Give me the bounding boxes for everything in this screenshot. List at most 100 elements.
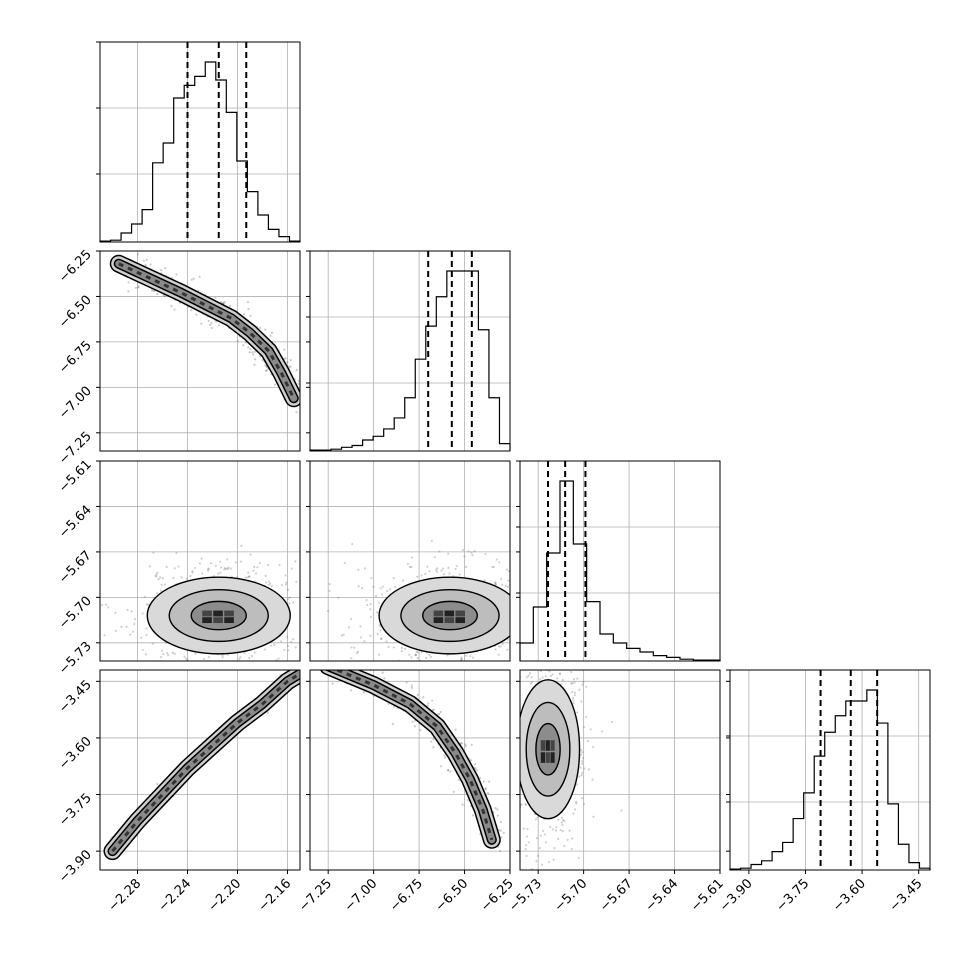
y-tick-label-3: −3.90 (56, 847, 95, 886)
panel-3-2-sample-point (572, 699, 575, 702)
panel-3-1-sample-point (354, 664, 356, 666)
panel-3-1-sample-point (512, 829, 514, 831)
panel-1-0-sample-point (223, 300, 226, 304)
panel-1-0-sample-point (210, 321, 213, 325)
panel-1-0-sample-point (297, 382, 300, 385)
panel-3-2-sample-point (529, 682, 533, 685)
panel-2-0-sample-point (191, 570, 194, 573)
panel-3-1-sample-point (464, 745, 467, 748)
panel-3-2-sample-point (558, 672, 562, 675)
panel-3-1-density-core (333, 670, 494, 841)
panel-2-1-sample-point (512, 615, 514, 617)
panel-3-2-sample-point (579, 766, 582, 769)
panel-2-1-sample-point (454, 567, 457, 570)
panel-2-0-sample-point (141, 648, 144, 652)
panel-3-2-sample-point (516, 819, 518, 821)
panel-2-0-sample-point (144, 653, 147, 656)
panel-3-2-sample-point (611, 720, 614, 723)
panel-3-2-sample-point (517, 777, 519, 779)
panel-2-1-sample-point (403, 647, 407, 650)
panel-2-0-sample-point (283, 648, 286, 651)
panel-2-1-sample-point (467, 550, 470, 553)
panel-2-0-sample-point (96, 599, 98, 601)
panel-2-1-sample-point (472, 656, 475, 659)
panel-2-0-sample-point (232, 667, 234, 669)
panel-3-1-sample-point (383, 677, 386, 680)
panel-2-0-sample-point (133, 622, 136, 626)
panel-2-0-sample-point (207, 568, 210, 571)
panel-3-1-sample-point (348, 665, 350, 667)
hist-1-step (309, 270, 511, 451)
panel-3-1-sample-point (499, 829, 502, 832)
panel-2-1-sample-point (400, 646, 404, 649)
panel-3-1-sample-point (487, 792, 490, 795)
panel-3-1-sample-point (422, 696, 425, 699)
panel-3-2-sample-point (583, 802, 586, 806)
panel-3-1-sample-point (331, 682, 334, 685)
panel-2-1-sample-point (430, 539, 433, 542)
panel-2-0-sample-point (194, 652, 197, 656)
panel-2-0-sample-point (294, 646, 297, 649)
panel-3-2-sample-point (544, 675, 547, 678)
panel-2-1-sample-point (507, 570, 510, 573)
panel-3-1-sample-point (464, 743, 467, 746)
panel-2-1-sample-point (445, 666, 447, 668)
panel-3-1-sample-point (439, 710, 442, 713)
y-tick-label-2: −5.73 (56, 639, 95, 678)
panel-3-1-sample-point (410, 686, 413, 689)
hist-2-step (519, 480, 721, 661)
panel-2-1-sample-point (492, 565, 496, 569)
panel-3-2-sample-point (556, 677, 559, 680)
panel-3-2-sample-point (586, 739, 589, 743)
panel-3-2-sample-point (541, 829, 545, 833)
panel-1-0-sample-point (208, 323, 212, 327)
panel-2-1-sample-point (499, 645, 502, 648)
panel-3-1-sample-point (346, 665, 348, 667)
panel-2-0-sample-point (172, 576, 175, 580)
panel-2-0-sample-point (152, 551, 155, 554)
panel-3-0-sample-point (298, 663, 300, 665)
panel-2-1-sample-point (381, 585, 384, 588)
panel-3-2-sample-point (601, 730, 604, 733)
panel-2-1-sample-point (400, 650, 403, 653)
x-tick-label-3: −3.60 (830, 876, 869, 915)
panel-2-0-sample-point (173, 567, 176, 570)
panel-1-0-sample-point (253, 363, 256, 366)
panel-2-0-sample-point (286, 597, 290, 600)
panel-2-0-sample-point (140, 636, 143, 639)
panel-2-0-sample-point (105, 603, 108, 606)
panel-3-1-sample-point (459, 742, 462, 745)
panel-3-2-sample-point (580, 700, 583, 703)
panel-3-2-sample-point (580, 774, 583, 777)
panel-1-0-sample-point (300, 400, 302, 402)
panel-3-2-sample-point (552, 858, 555, 861)
panel-1-0-sample-point (258, 326, 262, 329)
hist-2-frame (519, 460, 721, 662)
panel-3-2-sample-point (540, 863, 544, 866)
panel-2-1-density-cell (455, 617, 465, 624)
panel-2-0-sample-point (302, 591, 304, 593)
y-tick-label-1: −6.25 (56, 247, 95, 286)
panel-2-0-sample-point (223, 568, 226, 571)
panel-1-0-sample-point (253, 358, 257, 361)
panel-3-2-sample-point (575, 783, 579, 786)
panel-3-1-sample-point (430, 740, 433, 743)
panel-2-1-sample-point (402, 579, 405, 582)
panel-1-0-sample-point (253, 350, 256, 353)
panel-2-1-sample-point (498, 561, 501, 564)
panel-2-0-sample-point (174, 664, 176, 666)
panel-2-1-sample-point (408, 565, 412, 568)
panel-2-1-sample-point (363, 567, 367, 570)
panel-3-2-sample-point (516, 699, 518, 701)
panel-3-2-sample-point (517, 777, 519, 779)
panel-2-0-sample-point (286, 644, 289, 648)
panel-3-1-sample-point (387, 702, 390, 705)
x-tick-label-3: −3.45 (887, 876, 926, 915)
panel-2-1-sample-point (428, 653, 431, 656)
panel-3-1-sample-point (484, 787, 487, 790)
panel-3-2-sample-point (570, 848, 573, 851)
panel-1-0-sample-point (217, 324, 221, 327)
panel-3-2-sample-point (561, 678, 565, 682)
panel-2-0-sample-point (234, 561, 237, 564)
